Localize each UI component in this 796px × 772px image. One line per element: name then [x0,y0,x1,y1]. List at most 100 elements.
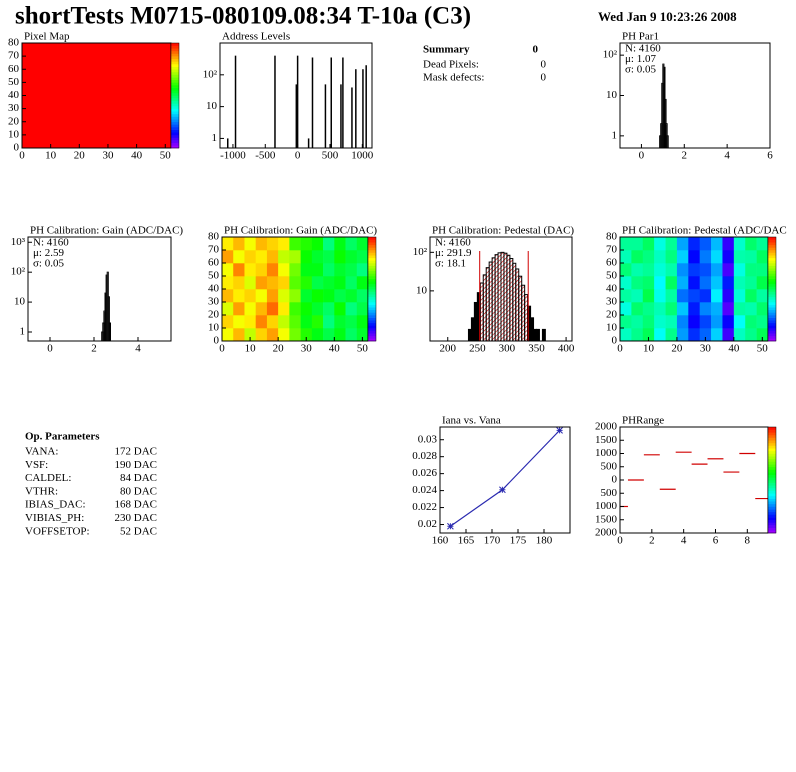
param-value: 84 DAC [120,472,157,484]
heat-cell [676,328,689,341]
colorbar-step [171,71,179,75]
heat-cell [631,289,644,303]
x-tick-label: 10 [245,343,257,355]
colorbar-step [768,469,776,473]
colorbar-step [768,276,776,279]
y-tick-label: 10 [416,284,428,296]
y-tick-label: 30 [606,296,618,308]
colorbar-step [368,289,376,292]
colorbar-step [368,330,376,334]
y-tick-label: 40 [606,283,618,295]
colorbar-step [768,250,776,253]
x-tick-label: 50 [160,150,172,162]
heat-cell [323,276,335,290]
panel-title: PH Calibration: Pedestal (ADC/DAC [622,225,787,237]
data-line [450,429,561,527]
heat-cell [756,289,768,303]
colorbar-step [171,113,179,117]
colorbar-step [368,244,376,248]
heat-cell [676,237,689,251]
colorbar-step [768,472,776,475]
x-tick-label: 0 [19,150,25,162]
colorbar-step [171,132,179,136]
summary-value: 0 [541,72,547,84]
summary-value: 0 [533,44,539,56]
y-tick-label: 10³ [11,236,26,248]
heat-cell [665,289,678,303]
heat-cell [699,276,712,290]
colorbar-step [171,111,179,115]
heat-cell [620,289,632,303]
param-label: VANA: [25,446,58,458]
heat-cell [620,328,632,341]
colorbar-step [368,283,376,287]
heat-cell [300,276,313,290]
heat-cell [756,250,768,264]
colorbar-step [368,276,376,279]
colorbar-step [768,252,776,256]
y-tick-label: 30 [208,296,220,308]
heat-cell [699,289,712,303]
y-tick-label: 0.02 [418,518,437,530]
colorbar-step [171,103,179,107]
colorbar-step [171,137,179,141]
heat-cell [266,328,279,341]
heat-cell [311,276,324,290]
y-tick-label: 60 [8,63,20,75]
colorbar-frame [767,236,777,342]
colorbar-step [768,302,776,305]
colorbar-step [171,69,179,73]
colorbar-step [171,108,179,112]
colorbar-step [768,312,776,316]
heat-cell [244,302,256,316]
heat-cell [244,315,256,329]
colorbar-step [768,445,776,449]
heat-cell [620,302,632,316]
heat-cell [642,263,655,277]
heat-cell [255,315,268,329]
colorbar-step [768,291,776,295]
colorbar-step [768,247,776,251]
heat-cell [266,315,279,329]
heat-cell [300,302,313,316]
heat-cell [722,237,735,251]
heat-cell [255,250,268,264]
heat-cell [722,328,735,341]
param-value: 230 DAC [115,512,157,524]
colorbar-step [171,129,179,133]
colorbar-step [368,255,376,259]
x-tick-label: 50 [357,343,369,355]
colorbar-step [768,335,776,339]
hist-bin [107,296,110,341]
colorbar-step [171,90,179,94]
heat-cell [289,315,301,329]
x-tick-label: 4 [681,535,687,547]
heat-cell [722,289,735,303]
marker [447,522,454,530]
colorbar-step [768,273,776,277]
heat-cell [278,237,290,251]
colorbar-step [768,255,776,259]
heat-cell [756,315,768,329]
colorbar-step [768,281,776,285]
x-tick-label: 40 [329,343,341,355]
heat-cell [711,315,723,329]
x-tick-label: 20 [273,343,285,355]
stats-line: N: 4160 [33,237,69,249]
heat-cell [334,328,346,341]
colorbar-step [768,458,776,462]
colorbar-step [768,309,776,313]
colorbar-step [768,317,776,321]
heat-cell [711,302,723,316]
colorbar-step [768,432,776,436]
heat-cell [756,237,768,251]
colorbar-step [368,291,376,295]
heat-cell [289,263,301,277]
y-tick-label: 10² [203,68,218,80]
colorbar-step [768,477,776,481]
heat-cell [654,302,666,316]
param-value: 168 DAC [115,499,157,511]
heat-cell [345,302,358,316]
colorbar-step [768,482,776,486]
colorbar-step [768,453,776,457]
